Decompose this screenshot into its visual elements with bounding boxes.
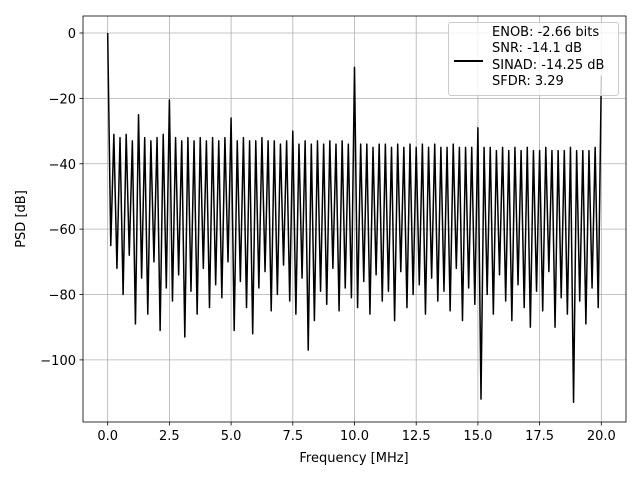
x-tick-label: 5.0: [221, 429, 242, 444]
y-tick-label: −20: [49, 92, 76, 107]
y-axis-label: PSD [dB]: [14, 190, 29, 248]
x-tick-label: 10.0: [340, 429, 369, 444]
y-tick-label: −80: [49, 289, 76, 304]
y-tick-label: −40: [49, 158, 76, 173]
x-tick-label: 0.0: [97, 429, 118, 444]
y-tick-label: −100: [40, 354, 76, 369]
x-tick-label: 2.5: [159, 429, 180, 444]
x-tick-label: 17.5: [525, 429, 554, 444]
x-axis-label: Frequency [MHz]: [299, 451, 408, 466]
x-tick-label: 15.0: [463, 429, 492, 444]
series-line: [106, 32, 603, 404]
x-tick-label: 20.0: [587, 429, 616, 444]
y-tick-label: −60: [49, 223, 76, 238]
legend-label: ENOB: -2.66 bits SNR: -14.1 dB SINAD: -1…: [492, 25, 605, 89]
x-tick-label: 12.5: [402, 429, 431, 444]
legend: ENOB: -2.66 bits SNR: -14.1 dB SINAD: -1…: [448, 22, 619, 96]
plot-frame: [82, 15, 627, 423]
x-tick-label: 7.5: [282, 429, 303, 444]
y-tick-label: 0: [68, 27, 76, 42]
legend-swatch: [454, 60, 483, 62]
